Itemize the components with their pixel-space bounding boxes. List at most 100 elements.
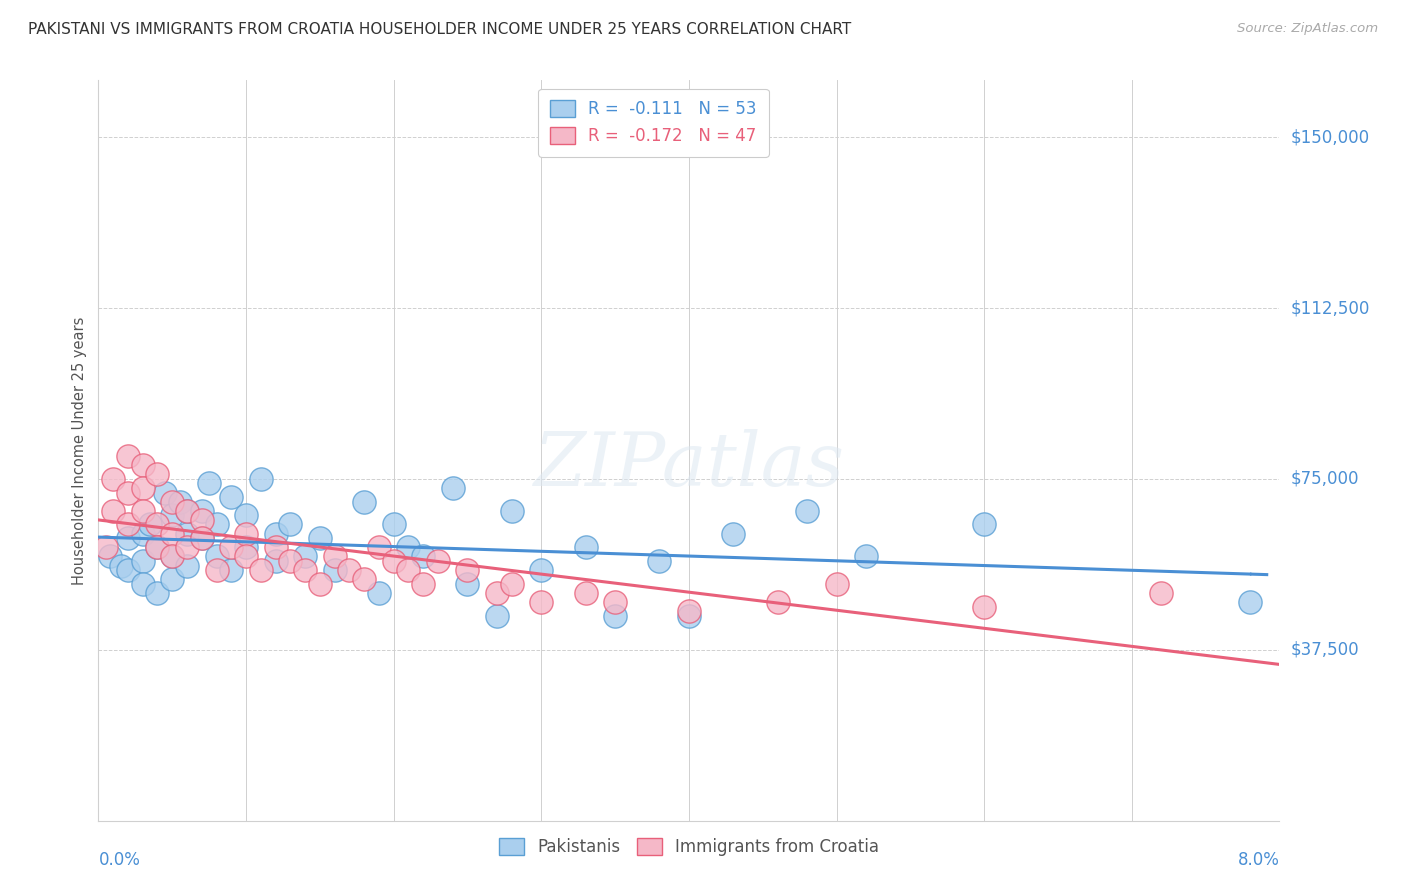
Point <box>235 541 257 555</box>
Point <box>280 554 302 568</box>
Point <box>146 541 169 555</box>
Point <box>221 541 243 555</box>
Point <box>146 517 169 532</box>
Point <box>575 586 598 600</box>
Text: 8.0%: 8.0% <box>1237 851 1279 869</box>
Point <box>117 531 139 545</box>
Point <box>162 549 183 564</box>
Point <box>176 504 198 518</box>
Text: PAKISTANI VS IMMIGRANTS FROM CROATIA HOUSEHOLDER INCOME UNDER 25 YEARS CORRELATI: PAKISTANI VS IMMIGRANTS FROM CROATIA HOU… <box>28 22 852 37</box>
Text: $75,000: $75,000 <box>1291 470 1360 488</box>
Point <box>796 504 818 518</box>
Point <box>766 595 789 609</box>
Point <box>412 549 434 564</box>
Point <box>368 541 391 555</box>
Point <box>678 608 700 623</box>
Point <box>162 494 183 508</box>
Point <box>678 604 700 618</box>
Point <box>139 517 162 532</box>
Point <box>1150 586 1173 600</box>
Point <box>382 517 405 532</box>
Point <box>323 563 346 577</box>
Point <box>221 563 243 577</box>
Point <box>280 517 302 532</box>
Point <box>235 526 257 541</box>
Point <box>191 504 214 518</box>
Point <box>132 481 155 495</box>
Point <box>264 554 287 568</box>
Point <box>98 549 121 564</box>
Point <box>825 576 848 591</box>
Y-axis label: Householder Income Under 25 years: Householder Income Under 25 years <box>72 317 87 584</box>
Point <box>398 541 420 555</box>
Point <box>973 599 995 614</box>
Point <box>103 472 125 486</box>
Point <box>146 541 169 555</box>
Point <box>132 526 155 541</box>
Point <box>353 494 375 508</box>
Point <box>162 572 183 586</box>
Text: $37,500: $37,500 <box>1291 640 1360 659</box>
Point <box>353 572 375 586</box>
Point <box>132 554 155 568</box>
Point <box>457 563 479 577</box>
Point <box>575 541 598 555</box>
Point <box>132 576 155 591</box>
Point <box>117 485 139 500</box>
Point <box>117 449 139 463</box>
Point <box>648 554 671 568</box>
Point <box>110 558 132 573</box>
Text: ZIPatlas: ZIPatlas <box>533 429 845 501</box>
Point <box>309 531 332 545</box>
Point <box>132 504 155 518</box>
Point <box>132 458 155 473</box>
Point <box>235 549 257 564</box>
Point <box>191 513 214 527</box>
Legend: Pakistanis, Immigrants from Croatia: Pakistanis, Immigrants from Croatia <box>491 830 887 864</box>
Point <box>486 586 509 600</box>
Point <box>1239 595 1261 609</box>
Point <box>176 541 198 555</box>
Point <box>368 586 391 600</box>
Point <box>973 517 995 532</box>
Text: Source: ZipAtlas.com: Source: ZipAtlas.com <box>1237 22 1378 36</box>
Point <box>162 549 183 564</box>
Point <box>94 541 117 555</box>
Point <box>530 595 553 609</box>
Point <box>294 563 316 577</box>
Point <box>294 549 316 564</box>
Point <box>501 576 523 591</box>
Point <box>176 526 198 541</box>
Point <box>221 490 243 504</box>
Point <box>427 554 450 568</box>
Point <box>382 554 405 568</box>
Point <box>486 608 509 623</box>
Point <box>162 526 183 541</box>
Point <box>264 526 287 541</box>
Point <box>264 541 287 555</box>
Point <box>855 549 877 564</box>
Point <box>605 608 627 623</box>
Point <box>153 485 176 500</box>
Point <box>235 508 257 523</box>
Point <box>162 508 183 523</box>
Point <box>205 563 228 577</box>
Point <box>198 476 221 491</box>
Point <box>250 563 273 577</box>
Point <box>412 576 434 591</box>
Text: $150,000: $150,000 <box>1291 128 1369 146</box>
Text: 0.0%: 0.0% <box>98 851 141 869</box>
Point <box>339 563 361 577</box>
Point <box>309 576 332 591</box>
Point <box>117 517 139 532</box>
Point <box>723 526 745 541</box>
Point <box>176 504 198 518</box>
Point <box>191 531 214 545</box>
Text: $112,500: $112,500 <box>1291 299 1369 317</box>
Point <box>205 517 228 532</box>
Point <box>191 531 214 545</box>
Point <box>117 563 139 577</box>
Point <box>205 549 228 564</box>
Point <box>250 472 273 486</box>
Point <box>605 595 627 609</box>
